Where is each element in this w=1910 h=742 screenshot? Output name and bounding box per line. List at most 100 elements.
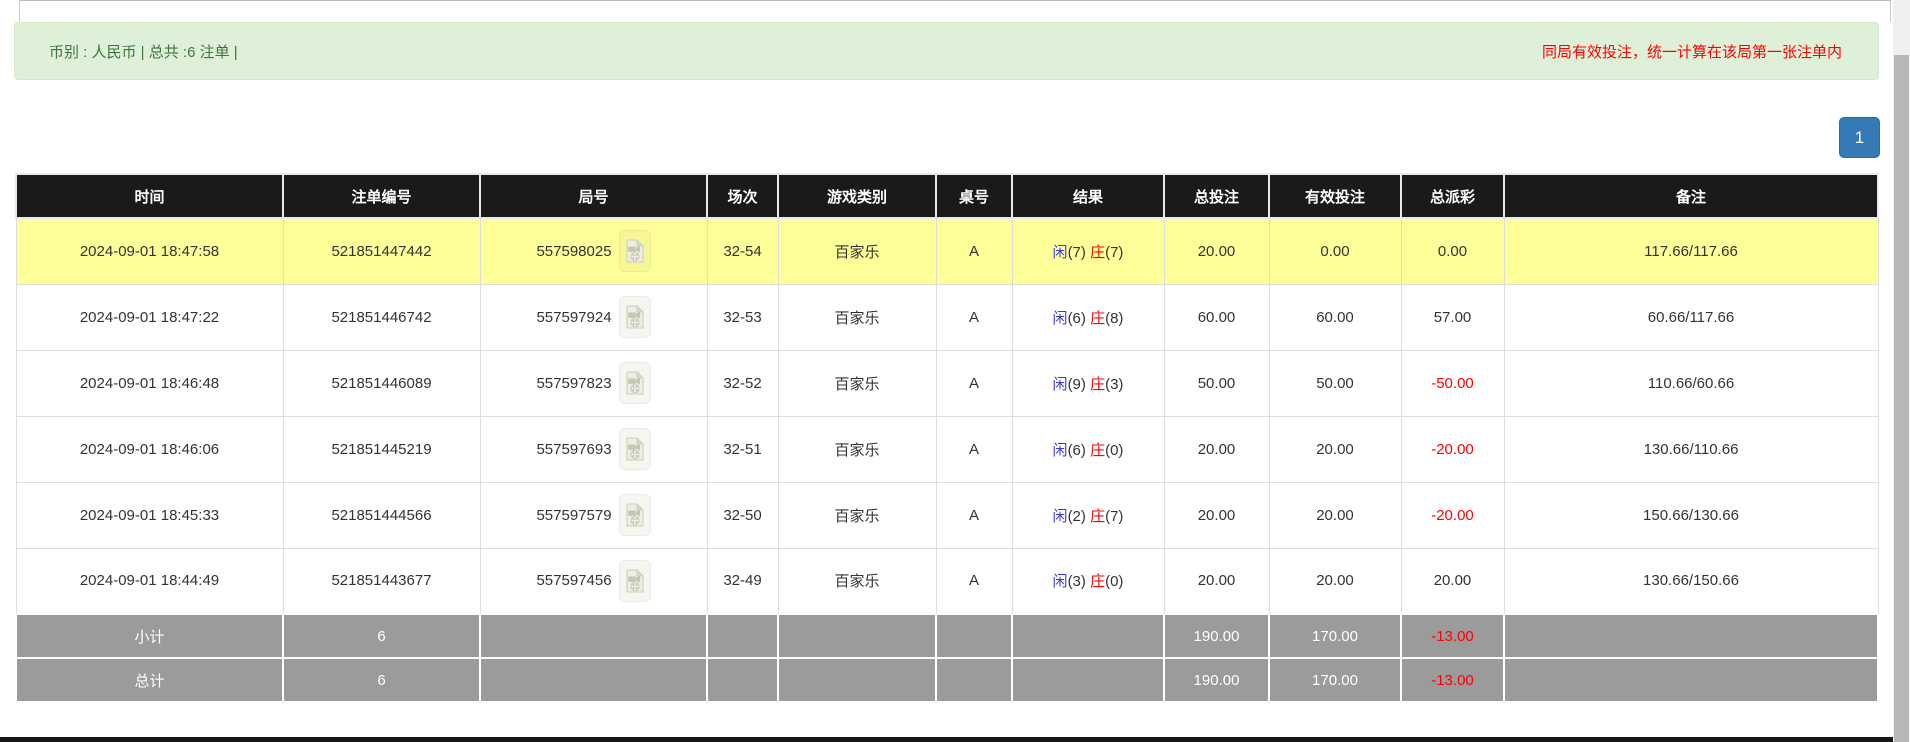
player-score: (3) [1067,573,1086,591]
cell-payout: 57.00 [1400,283,1505,351]
cell-bet-id: 521851446742 [282,283,481,351]
cell-result: 闲(2) 庄(7) [1011,481,1165,549]
cell-valid-bet: 20.00 [1268,547,1402,615]
film-reel-icon [626,568,644,593]
cell-total-bet[interactable]: 20.00 [1163,415,1270,483]
cell-table-no: A [935,217,1013,285]
table-body: 2024-09-01 18:47:58 521851447442 5575980… [15,217,1879,615]
same-round-notice: 同局有效投注，统一计算在该局第一张注单内 [1541,43,1842,61]
player-label: 闲 [1052,375,1068,393]
header-row: 时间 注单编号 局号 场次 游戏类别 桌号 结果 总投注 有效投注 总派彩 备注 [15,173,1879,219]
cell-total-bet[interactable]: 50.00 [1163,349,1270,417]
grandtotal-count: 6 [282,657,481,703]
header-result: 结果 [1011,173,1165,219]
cell-remark: 130.66/150.66 [1503,547,1879,615]
cell-total-bet[interactable]: 60.00 [1163,283,1270,351]
vertical-scrollbar-thumb[interactable] [1894,55,1909,742]
currency-summary-label: 币别 : 人民币 | 总共 :6 注单 | [49,43,238,61]
cell-total-bet[interactable]: 20.00 [1163,547,1270,615]
cell-result: 闲(6) 庄(8) [1011,283,1165,351]
cell-game-type: 百家乐 [777,217,937,285]
header-valid-bet: 有效投注 [1268,173,1402,219]
round-id-text: 557597693 [536,440,612,458]
video-replay-button[interactable] [618,428,651,470]
video-replay-button[interactable] [618,230,651,273]
grandtotal-total-bet: 190.00 [1163,657,1270,703]
banker-label: 庄 [1090,309,1106,327]
cell-payout: -20.00 [1400,415,1505,483]
subtotal-valid-bet: 170.00 [1268,613,1402,659]
banker-score: (7) [1105,243,1124,261]
header-time: 时间 [15,173,284,219]
round-id-text: 557598025 [536,242,612,260]
cell-time: 2024-09-01 18:47:22 [15,283,284,351]
cell-valid-bet: 20.00 [1268,481,1402,549]
cell-result: 闲(9) 庄(3) [1011,349,1165,417]
video-replay-button[interactable] [618,362,651,404]
banker-score: (0) [1105,441,1124,459]
cell-bet-id: 521851445219 [282,415,481,483]
banker-label: 庄 [1090,573,1106,591]
cell-bet-id: 521851446089 [282,349,481,417]
grandtotal-valid-bet: 170.00 [1268,657,1402,703]
subtotal-count: 6 [282,613,481,659]
round-id-text: 557597823 [536,374,612,392]
page-1-button[interactable]: 1 [1839,117,1880,158]
cell-remark: 110.66/60.66 [1503,349,1879,417]
cell-time: 2024-09-01 18:45:33 [15,481,284,549]
cell-bet-id: 521851444566 [282,481,481,549]
bet-records-table-wrap: 时间 注单编号 局号 场次 游戏类别 桌号 结果 总投注 有效投注 总派彩 备注… [15,173,1879,703]
cropped-panel-edge [19,0,1891,22]
cell-time: 2024-09-01 18:46:48 [15,349,284,417]
subtotal-total-bet: 190.00 [1163,613,1270,659]
cell-payout: 20.00 [1400,547,1505,615]
video-replay-button[interactable] [618,494,651,536]
banker-score: (7) [1105,507,1124,525]
player-label: 闲 [1052,507,1068,525]
video-replay-button[interactable] [618,559,651,602]
banker-score: (3) [1105,375,1124,393]
cell-table-no: A [935,415,1013,483]
vertical-scrollbar-track[interactable] [1893,0,1910,742]
round-id-text: 557597456 [536,572,612,590]
grandtotal-label: 总计 [15,657,284,703]
grandtotal-row: 总计 6 190.00 170.00 -13.00 [15,657,1879,703]
header-game-type: 游戏类别 [777,173,937,219]
cell-session: 32-49 [706,547,779,615]
cell-round-id: 557597924 [479,283,708,351]
cell-game-type: 百家乐 [777,283,937,351]
table-row: 2024-09-01 18:46:48 521851446089 5575978… [15,349,1879,417]
video-replay-button[interactable] [618,296,651,338]
cell-bet-id: 521851443677 [282,547,481,615]
cell-payout: 0.00 [1400,217,1505,285]
banker-label: 庄 [1090,375,1106,393]
cell-game-type: 百家乐 [777,349,937,417]
table-row: 2024-09-01 18:45:33 521851444566 5575975… [15,481,1879,549]
grandtotal-payout: -13.00 [1400,657,1505,703]
cell-total-bet[interactable]: 20.00 [1163,481,1270,549]
cropped-bottom-section-edge [0,737,1910,742]
banker-label: 庄 [1090,441,1106,459]
player-label: 闲 [1052,309,1068,327]
table-row: 2024-09-01 18:47:58 521851447442 5575980… [15,217,1879,285]
cell-valid-bet: 20.00 [1268,415,1402,483]
player-score: (2) [1067,507,1086,525]
cell-round-id: 557597823 [479,349,708,417]
subtotal-row: 小计 6 190.00 170.00 -13.00 [15,613,1879,659]
cell-remark: 130.66/110.66 [1503,415,1879,483]
banker-label: 庄 [1090,507,1106,525]
cell-result: 闲(6) 庄(0) [1011,415,1165,483]
header-session: 场次 [706,173,779,219]
table-row: 2024-09-01 18:47:22 521851446742 5575979… [15,283,1879,351]
round-id-text: 557597579 [536,506,612,524]
header-payout: 总派彩 [1400,173,1505,219]
cell-total-bet[interactable]: 20.00 [1163,217,1270,285]
summary-bar: 币别 : 人民币 | 总共 :6 注单 | 同局有效投注，统一计算在该局第一张注… [14,22,1879,80]
cell-session: 32-50 [706,481,779,549]
header-bet-id: 注单编号 [282,173,481,219]
cell-remark: 150.66/130.66 [1503,481,1879,549]
cell-table-no: A [935,349,1013,417]
cell-payout: -20.00 [1400,481,1505,549]
cell-session: 32-53 [706,283,779,351]
header-round-id: 局号 [479,173,708,219]
